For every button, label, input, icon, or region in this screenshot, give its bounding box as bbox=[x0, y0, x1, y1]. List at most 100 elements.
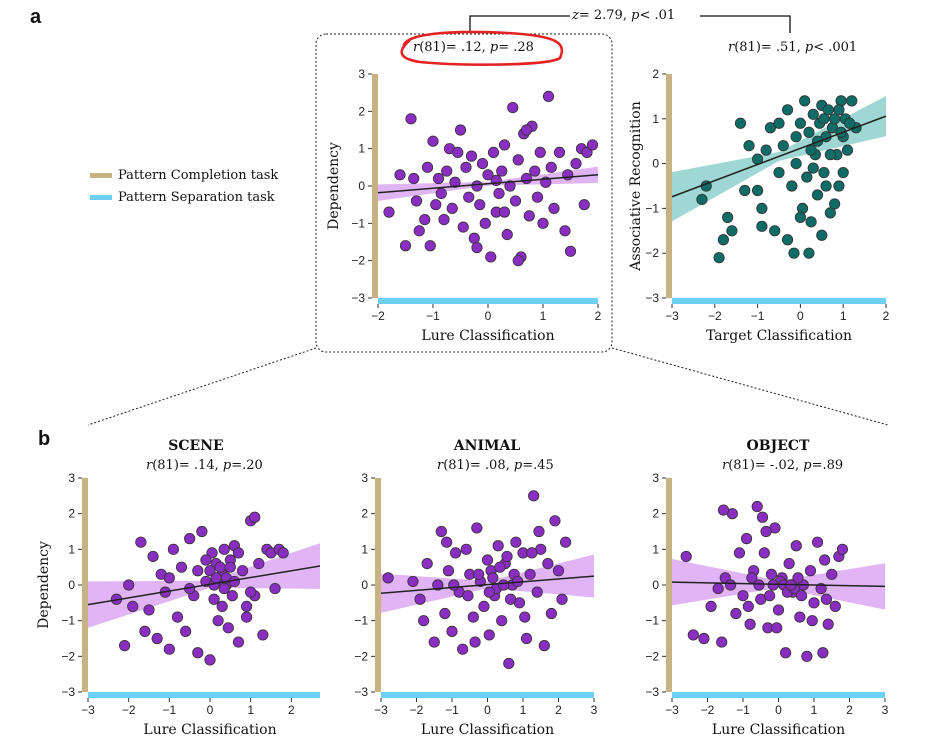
data-point bbox=[722, 211, 734, 223]
y-axis-task-bar bbox=[666, 74, 672, 298]
data-point bbox=[497, 579, 510, 591]
data-point bbox=[804, 565, 817, 577]
data-point bbox=[503, 657, 515, 670]
data-point bbox=[794, 117, 806, 129]
title-object: OBJECT bbox=[746, 438, 810, 454]
data-point bbox=[399, 240, 412, 252]
data-point bbox=[816, 229, 828, 241]
y-tick-label: 1 bbox=[361, 542, 368, 556]
y-tick-label: −2 bbox=[645, 246, 659, 260]
data-point bbox=[562, 169, 574, 181]
data-point bbox=[448, 579, 460, 591]
data-point bbox=[545, 607, 557, 620]
y-tick-label: 2 bbox=[68, 507, 75, 521]
data-point bbox=[481, 554, 494, 566]
y-tick-label: −2 bbox=[354, 649, 368, 663]
stat-lure-main: r(81)= .12, p= .28 bbox=[413, 40, 534, 55]
data-point bbox=[533, 525, 545, 538]
data-point bbox=[760, 525, 772, 538]
data-point bbox=[449, 176, 461, 188]
y-tick-label: 0 bbox=[652, 157, 659, 171]
data-point bbox=[680, 550, 692, 563]
x-tick-label: 0 bbox=[207, 703, 214, 717]
data-point bbox=[773, 166, 785, 179]
x-tick-label: −1 bbox=[751, 309, 765, 323]
data-point bbox=[504, 593, 517, 605]
data-point bbox=[578, 199, 590, 211]
y-tick-label: 1 bbox=[68, 542, 75, 556]
y-tick-label: −1 bbox=[645, 614, 659, 628]
y-axis-label: Dependency bbox=[36, 541, 52, 629]
data-point bbox=[496, 615, 508, 627]
data-point bbox=[236, 565, 249, 577]
data-point bbox=[794, 211, 806, 223]
y-tick-label: 0 bbox=[361, 578, 368, 592]
x-tick-label: 3 bbox=[591, 703, 598, 717]
data-point bbox=[208, 593, 220, 605]
panel-label-a: a bbox=[30, 6, 42, 28]
data-point bbox=[818, 166, 830, 179]
data-point bbox=[716, 636, 728, 648]
data-point bbox=[462, 590, 474, 602]
x-tick-label: −3 bbox=[374, 703, 388, 717]
data-point bbox=[771, 622, 783, 634]
x-axis-label: Lure Classification bbox=[712, 722, 845, 738]
y-tick-label: −1 bbox=[351, 216, 365, 230]
x-tick-label: −2 bbox=[708, 309, 722, 323]
x-axis-label: Lure Classification bbox=[421, 722, 554, 738]
data-point bbox=[465, 150, 478, 162]
x-tick-label: −2 bbox=[410, 703, 424, 717]
data-point bbox=[742, 600, 754, 612]
y-tick-label: −1 bbox=[61, 614, 75, 628]
data-point bbox=[753, 579, 765, 591]
y-tick-label: −2 bbox=[351, 254, 365, 268]
data-point bbox=[531, 191, 544, 203]
data-point bbox=[529, 165, 541, 177]
y-tick-label: −2 bbox=[645, 649, 659, 663]
data-point bbox=[496, 165, 508, 177]
data-point bbox=[824, 207, 836, 219]
data-point bbox=[746, 572, 758, 584]
data-point bbox=[494, 561, 506, 573]
data-point bbox=[418, 615, 430, 627]
data-point bbox=[473, 568, 485, 580]
x-tick-label: 1 bbox=[540, 309, 547, 323]
stat-object: r(81)= -.02, p=.89 bbox=[722, 458, 844, 473]
data-point bbox=[803, 126, 815, 138]
data-point bbox=[501, 550, 513, 563]
y-axis-task-bar bbox=[372, 74, 378, 298]
data-point bbox=[210, 572, 222, 584]
data-point bbox=[410, 195, 423, 207]
data-point bbox=[200, 554, 212, 566]
data-point bbox=[737, 590, 749, 602]
data-point bbox=[788, 247, 800, 259]
data-point bbox=[483, 629, 495, 641]
data-point bbox=[476, 158, 489, 170]
comparison-statistic: z= 2.79, p< .01 bbox=[572, 8, 676, 23]
y-tick-label: 2 bbox=[361, 507, 368, 521]
data-point bbox=[498, 139, 511, 151]
data-point bbox=[820, 180, 832, 192]
y-axis-task-bar bbox=[666, 478, 672, 692]
data-point bbox=[430, 199, 442, 211]
data-point bbox=[773, 117, 785, 129]
data-point bbox=[537, 217, 549, 229]
data-point bbox=[542, 558, 554, 570]
data-point bbox=[151, 632, 163, 645]
y-tick-label: 3 bbox=[358, 67, 365, 81]
data-point bbox=[807, 162, 819, 174]
data-point bbox=[119, 640, 131, 652]
data-point bbox=[485, 251, 497, 263]
data-point bbox=[687, 629, 699, 641]
zoom-line-right bbox=[611, 347, 889, 426]
data-point bbox=[717, 234, 729, 246]
stat-scene: r(81)= .14, p=.20 bbox=[146, 458, 263, 473]
data-point bbox=[806, 615, 818, 627]
data-point bbox=[127, 600, 139, 612]
data-point bbox=[435, 187, 447, 200]
data-point bbox=[733, 547, 746, 559]
data-point bbox=[428, 636, 440, 648]
data-point bbox=[760, 144, 772, 156]
x-axis-label: Lure Classification bbox=[143, 722, 276, 738]
data-point bbox=[419, 214, 431, 226]
